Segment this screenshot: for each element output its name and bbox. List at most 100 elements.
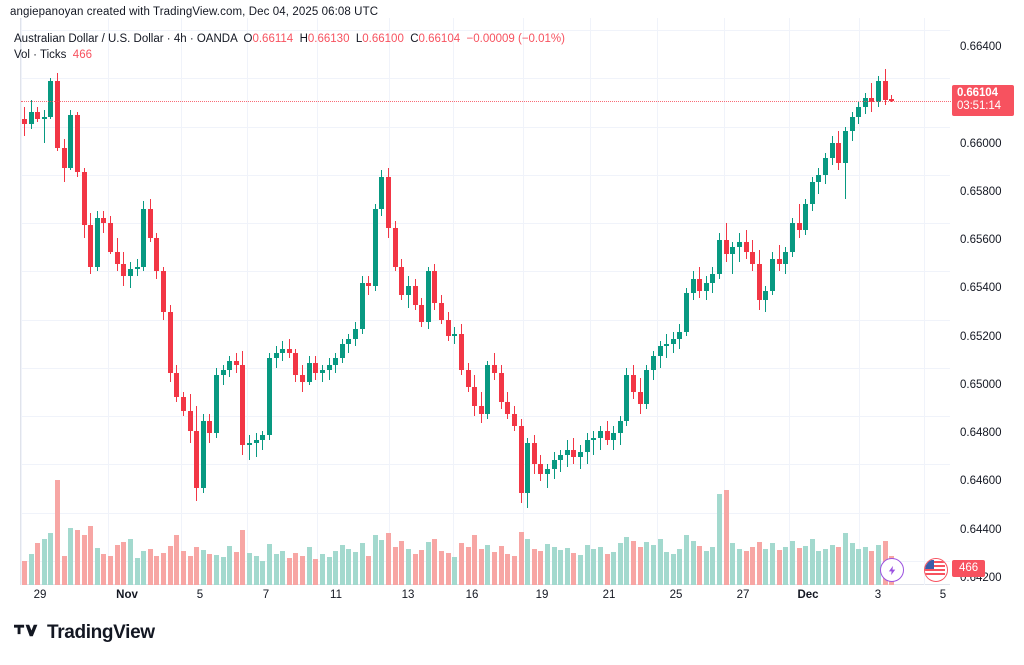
volume-bar [48,532,53,585]
price-axis-tick: 0.65200 [960,330,1002,343]
time-axis-tick: 27 [736,589,750,601]
candle-body [379,177,384,209]
candle-body [466,370,471,388]
lightning-bolt-icon[interactable] [880,558,904,582]
candle-wick [368,276,369,296]
candle-body [830,143,835,158]
candle-wick [322,365,323,383]
gridline-vertical [453,18,454,585]
candle-body [850,116,855,132]
us-flag-icon[interactable] [924,558,948,582]
legend-sep-2: · [189,33,194,45]
candle-body [399,266,404,296]
volume-bar [790,541,795,585]
candle-body [691,278,696,294]
legend-sep-1: · [166,33,171,45]
legend-symbol-line[interactable]: Australian Dollar / U.S. Dollar · 4h · O… [14,32,565,47]
volume-bar [472,535,477,585]
volume-bar [658,539,663,585]
volume-bar [432,539,437,585]
candle-body [783,252,788,265]
candle-body [201,420,206,489]
volume-bar [386,532,391,585]
legend-volume-line[interactable]: Vol · Ticks 466 [14,48,565,63]
candle-body [492,365,497,373]
volume-bar [638,546,643,585]
candle-body [353,329,358,339]
gridline-horizontal [21,512,951,514]
volume-bar [439,550,444,585]
candle-body [704,283,709,291]
ohlc-low-value: 0.66100 [362,33,404,45]
price-axis-tick: 0.65600 [960,234,1002,247]
candle-body [128,268,133,277]
time-axis-tick: 7 [262,589,270,601]
candle-body [578,452,583,458]
price-axis-tick: 0.66000 [960,137,1002,150]
volume-bar [373,535,378,585]
volume-bar [770,543,775,585]
candle-body [651,355,656,371]
candle-body [816,174,821,183]
volume-series [21,18,951,585]
time-axis-tick: 21 [602,589,616,601]
candle-body [624,375,629,421]
volume-bar [234,551,239,585]
chart-legend: Australian Dollar / U.S. Dollar · 4h · O… [14,32,565,63]
candle-body [479,406,484,414]
volume-bar [830,544,835,585]
ohlc-high-value: 0.66130 [307,33,350,45]
gridline-vertical [523,18,524,585]
volume-bar [287,558,292,585]
volume-bar [141,550,146,585]
time-axis[interactable]: 29 Nov 5 7 11 13 16 19 21 25 27 Dec 3 5 [20,585,1024,607]
candle-body [373,208,378,286]
volume-bar [466,546,471,585]
volume-bar [532,548,537,585]
candle-body [406,285,411,296]
candle-body [644,370,649,405]
candle-body [68,114,73,168]
volume-bar [313,559,318,585]
gridline-horizontal [21,126,951,128]
volume-bar [75,529,80,585]
candle-body [452,334,457,337]
ohlc-change-value: −0.00009 (−0.01%) [466,33,565,45]
gridline-vertical [657,18,658,585]
candle-body [280,348,285,354]
candle-body [234,360,239,366]
ohlc-low-label: L [355,33,363,45]
candle-body [684,293,689,332]
volume-bar [744,550,749,585]
volume-bar [360,543,365,585]
candle-wick [560,449,561,472]
tradingview-logo-icon [14,623,40,643]
volume-bar [677,548,682,585]
volume-bar [545,543,550,585]
volume-bar [101,554,106,585]
candle-body [174,372,179,397]
candle-body [300,375,305,383]
volume-bar [578,555,583,585]
volume-bar [227,545,232,585]
candle-body [214,375,219,433]
volume-bar [797,547,802,585]
volume-bar [393,546,398,585]
volume-bar [108,556,113,585]
candle-body [95,218,100,267]
volume-bar [631,541,636,585]
candle-wick [732,242,733,274]
candle-body [254,440,259,443]
candle-body [664,343,669,347]
candle-body [29,112,34,125]
gridline-vertical [924,18,925,585]
tradingview-footer: TradingView [14,622,155,644]
time-axis-tick: 29 [33,589,47,601]
volume-bar [280,550,285,585]
candle-body [307,363,312,383]
candle-body [148,208,153,238]
volume-bar [419,549,424,585]
chart-plot-area[interactable] [20,18,951,585]
volume-bar [624,537,629,585]
candle-body [42,116,47,120]
